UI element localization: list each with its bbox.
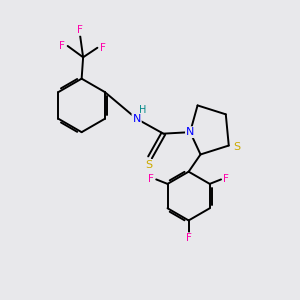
Text: F: F — [59, 41, 65, 51]
Text: F: F — [186, 233, 192, 243]
Text: N: N — [186, 127, 194, 137]
Text: F: F — [224, 174, 229, 184]
Text: H: H — [140, 106, 147, 116]
Text: S: S — [145, 160, 152, 170]
Text: N: N — [132, 114, 141, 124]
Text: F: F — [148, 174, 154, 184]
Text: F: F — [100, 43, 106, 53]
Text: S: S — [233, 142, 241, 152]
Text: F: F — [77, 25, 83, 35]
